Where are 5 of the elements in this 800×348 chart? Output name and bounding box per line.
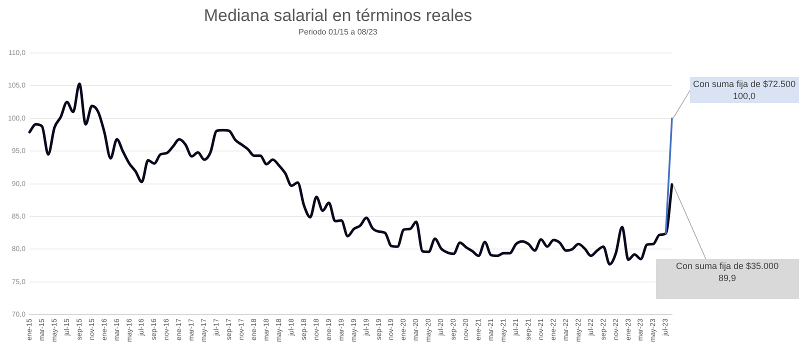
callout-box: Con suma fija de $72.500 100,0 (690, 77, 799, 104)
callout-box: Con suma fija de $35.000 89,9 (656, 259, 799, 300)
line-series (28, 82, 674, 266)
chart-title: Mediana salarial en términos reales (204, 6, 472, 25)
chart-subtitle: Periodo 01/15 a 08/23 (298, 27, 378, 36)
